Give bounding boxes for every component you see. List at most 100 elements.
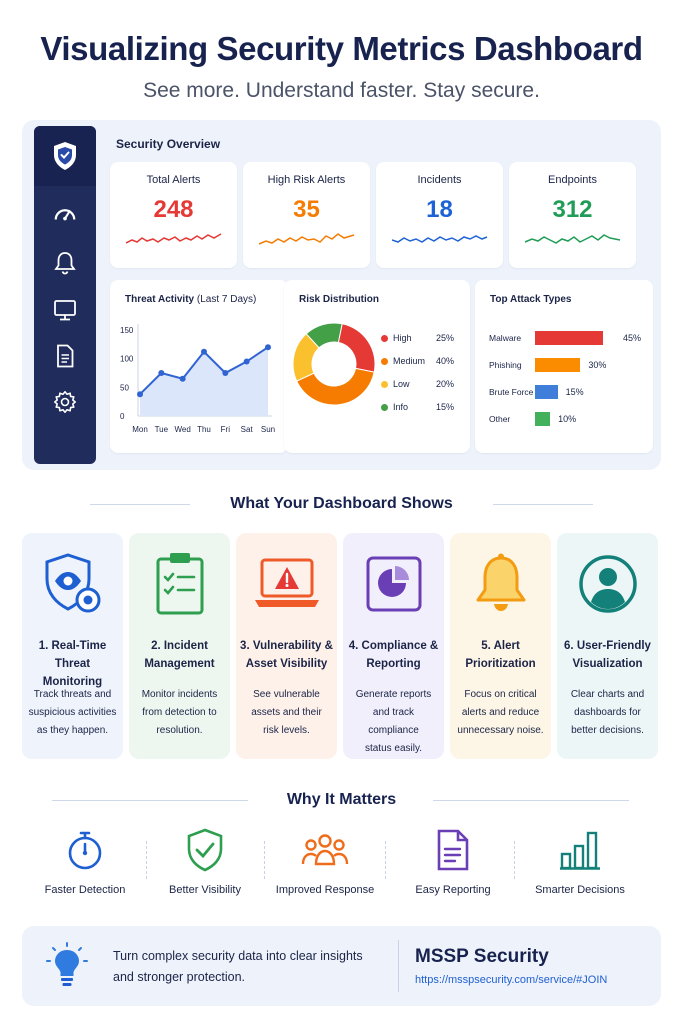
x-tick-label: Sun [261,425,275,434]
divider [433,800,629,801]
y-tick-label: 100 [120,355,134,364]
panel-title: Top Attack Types [490,294,572,305]
x-tick-label: Wed [175,425,191,434]
area-fill [140,347,268,416]
divider [90,504,190,505]
monitor-icon[interactable] [53,298,77,322]
why-item: Smarter Decisions [515,828,645,900]
kpi-card-endpoints[interactable]: Endpoints 312 [509,162,636,268]
divider [146,841,147,879]
legend-item: Low 20% [381,379,461,389]
data-point [201,348,207,355]
brand-name: MSSP Security [415,946,549,967]
kpi-value: 18 [426,196,453,223]
why-label: Improved Response [275,884,375,896]
bell-icon[interactable] [53,251,77,275]
threat-activity-chart: 150 100 50 0 Mon Tue Wed Thu Fri Sat Sun [120,324,275,434]
attack-type-row: Phishing 30% [489,358,649,372]
data-point [222,370,229,376]
feature-title: 4. Compliance & Reporting [348,640,439,670]
kpi-label: Total Alerts [146,174,201,186]
features-section-title: What Your Dashboard Shows [230,495,453,512]
feature-card-asset-visibility[interactable]: 3. Vulnerability & Asset Visibility See v… [236,533,337,759]
attack-type-pct: 15% [565,387,584,397]
legend-item: Info 15% [381,402,461,412]
feature-title: 6. User-Friendly Visualization [564,640,651,670]
threat-activity-panel: Threat Activity (Last 7 Days) 150 100 50 0 M… [110,280,288,453]
divider [514,841,515,879]
feature-title: 1. Real-Time Threat Monitoring [38,640,107,688]
legend-item: Medium 40% [381,356,461,366]
sparkline [126,233,222,244]
legend-swatch [381,358,388,365]
attack-type-pct: 30% [588,360,607,370]
legend-label: High [393,333,412,343]
legend-pct: 15% [436,402,455,412]
feature-description: Focus on critical alerts and reduce unnece… [457,689,544,736]
kpi-label: Incidents [417,174,462,186]
feature-description: Track threats and suspicious activities as… [28,689,117,736]
attack-type-row: Malware 45% [489,331,649,345]
shield-logo-icon[interactable] [34,126,96,186]
x-tick-label: Tue [155,425,169,434]
document-icon[interactable] [53,344,77,368]
legend-pct: 25% [436,333,455,343]
report-icon [388,828,518,872]
feature-card-incident-management[interactable]: 2. Incident Management Monitor incidents f… [129,533,230,759]
kpi-label: High Risk Alerts [267,174,346,186]
team-icon [260,828,390,872]
legend-swatch [381,335,388,342]
legend-label: Info [393,402,409,412]
report-pie-icon [343,549,444,619]
feature-description: Clear charts and dashboards for better dec… [570,689,645,736]
legend-label: Medium [393,356,426,366]
data-point [179,375,186,382]
gear-icon[interactable] [53,390,77,414]
kpi-card-incidents[interactable]: Incidents 18 [376,162,503,268]
x-tick-label: Fri [221,425,231,434]
y-tick-label: 50 [120,383,129,392]
divider [398,940,399,992]
feature-card-threat-monitoring[interactable]: 1. Real-Time Threat Monitoring Track thre… [22,533,123,759]
x-tick-label: Thu [197,425,211,434]
why-label: Easy Reporting [415,884,491,896]
gauge-icon[interactable] [53,201,77,225]
sidebar [34,126,96,464]
panel-title: Threat Activity (Last 7 Days) [125,294,256,305]
footer-link[interactable]: https://msspsecurity.com/service/#JOIN [415,974,608,986]
kpi-card-high-risk-alerts[interactable]: High Risk Alerts 35 [243,162,370,268]
shield-check-icon [140,828,270,872]
why-item: Better Visibility [140,828,270,900]
footer-banner: Turn complex security data into clear in… [22,926,661,1006]
feature-title: 3. Vulnerability & Asset Visibility [240,640,333,670]
data-point [158,370,165,376]
feature-description: See vulnerable assets and their risk level… [251,689,322,736]
attack-type-label: Phishing [489,360,522,370]
attack-type-pct: 10% [558,414,577,424]
feature-card-alert-prioritization[interactable]: 5. Alert Prioritization Focus on critical… [450,533,551,759]
risk-donut-chart [292,322,376,406]
feature-card-compliance-reporting[interactable]: 4. Compliance & Reporting Generate report… [343,533,444,759]
clipboard-check-icon [129,549,230,619]
donut-slice-medium [296,367,375,406]
why-item: Improved Response [260,828,390,900]
footer-tagline: Turn complex security data into clear in… [113,949,363,984]
why-section-title: Why It Matters [286,791,397,808]
lightbulb-icon [44,942,90,995]
bar-chart-icon [515,828,645,872]
donut-slice-info [305,322,343,349]
sparkline [392,235,488,243]
attack-type-bar [535,358,581,372]
overview-title: Security Overview [116,137,221,151]
divider [385,841,386,879]
why-label: Smarter Decisions [535,884,625,896]
why-item: Easy Reporting [388,828,518,900]
kpi-card-total-alerts[interactable]: Total Alerts 248 [110,162,237,268]
risk-distribution-panel: Risk Distribution High 25% Medium 40% Low 2… [284,280,470,453]
feature-card-user-friendly-visualization[interactable]: 6. User-Friendly Visualization Clear char… [557,533,658,759]
attack-type-row: Brute Force 15% [489,385,649,399]
sparkline [525,234,621,244]
page-title: Visualizing Security Metrics Dashboard [40,30,643,67]
y-tick-label: 0 [120,412,125,421]
attack-type-bar [535,412,551,426]
